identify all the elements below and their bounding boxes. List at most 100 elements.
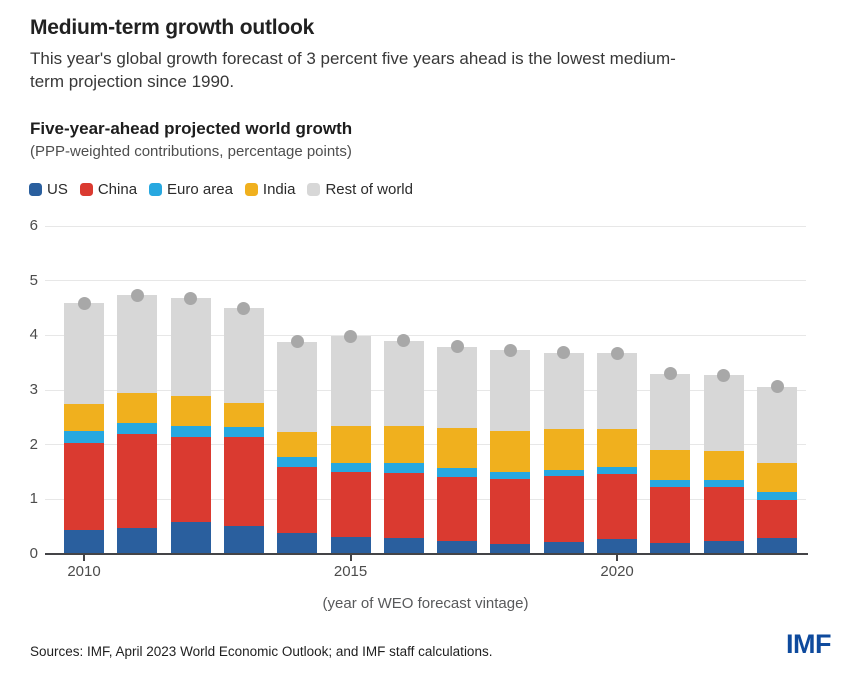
bar-segment-india-2013 xyxy=(223,403,264,427)
bar-segment-euro-area-2010 xyxy=(64,431,104,444)
bar-segment-china-2015 xyxy=(330,472,371,538)
x-axis-line xyxy=(45,552,808,555)
legend-item-india: India xyxy=(244,181,296,198)
bar-segment-india-2011 xyxy=(117,392,158,423)
legend-item-euro-area: Euro area xyxy=(149,181,233,198)
total-dot-2014 xyxy=(290,335,304,349)
bar-segment-us-2017 xyxy=(437,540,478,554)
bar-segment-us-2018 xyxy=(490,544,531,554)
bar-segment-rest-of-world-2021 xyxy=(650,373,691,450)
bar-segment-rest-of-world-2018 xyxy=(490,350,531,431)
bar-segment-euro-area-2018 xyxy=(490,472,531,480)
bar-segment-us-2012 xyxy=(170,521,211,554)
bar-segment-euro-area-2016 xyxy=(383,463,424,474)
bar-segment-india-2012 xyxy=(170,396,211,426)
bar-segment-euro-area-2019 xyxy=(543,469,584,476)
bar-segment-china-2017 xyxy=(437,476,478,541)
bar-segment-china-2012 xyxy=(170,437,211,522)
x-axis-tick-2010 xyxy=(83,555,85,561)
page-title: Medium-term growth outlook xyxy=(30,16,315,39)
bar-segment-china-2010 xyxy=(64,443,104,531)
bar-segment-india-2014 xyxy=(277,431,318,458)
y-axis-label-2: 2 xyxy=(29,435,38,453)
bar-segment-us-2016 xyxy=(383,538,424,554)
bar-segment-rest-of-world-2017 xyxy=(437,346,478,429)
legend-label: China xyxy=(97,181,138,198)
bar-segment-euro-area-2022 xyxy=(703,479,744,487)
bar-segment-euro-area-2015 xyxy=(330,462,371,472)
bar-segment-china-2023 xyxy=(757,500,798,538)
bar-segment-rest-of-world-2013 xyxy=(223,308,264,404)
page-subtitle: This year's global growth forecast of 3 … xyxy=(30,47,676,93)
bar-segment-rest-of-world-2012 xyxy=(170,298,211,396)
gridline-y-2 xyxy=(45,444,806,446)
bar-segment-india-2023 xyxy=(757,462,798,492)
x-axis-tick-2020 xyxy=(616,555,619,561)
legend-label: India xyxy=(262,181,296,198)
bar-segment-us-2014 xyxy=(277,532,318,554)
gridline-y-4 xyxy=(45,334,806,336)
bar-segment-rest-of-world-2023 xyxy=(757,386,798,463)
gridline-y-1 xyxy=(45,498,806,500)
bar-segment-euro-area-2012 xyxy=(170,425,211,437)
legend-item-us: US xyxy=(29,181,68,198)
total-dot-2016 xyxy=(397,334,411,348)
bar-segment-china-2013 xyxy=(223,437,264,526)
bar-segment-india-2018 xyxy=(490,431,531,472)
bar-segment-us-2021 xyxy=(650,542,691,554)
bar-segment-india-2020 xyxy=(597,428,638,467)
y-axis-label-6: 6 xyxy=(29,217,38,234)
bar-segment-india-2010 xyxy=(64,404,104,431)
bar-segment-india-2016 xyxy=(383,426,424,464)
bar-segment-euro-area-2020 xyxy=(597,466,638,474)
bar-segment-us-2022 xyxy=(703,541,744,554)
bar-segment-euro-area-2017 xyxy=(437,468,478,477)
legend-item-china: China xyxy=(79,181,138,198)
gridline-y-3 xyxy=(45,389,806,391)
total-dot-2010 xyxy=(77,296,91,310)
legend-swatch-icon xyxy=(149,183,163,196)
gridline-y-6 xyxy=(45,225,806,227)
bar-segment-us-2010 xyxy=(64,530,104,554)
bar-segment-us-2023 xyxy=(757,537,798,554)
y-axis-label-0: 0 xyxy=(29,545,38,562)
page-subtitle-line-2: term projection since 1990. xyxy=(30,72,235,91)
bar-segment-us-2015 xyxy=(330,537,371,554)
bar-segment-rest-of-world-2016 xyxy=(383,340,424,427)
total-dot-2012 xyxy=(184,291,198,305)
total-dot-2013 xyxy=(237,301,251,315)
x-axis-label-2010: 2010 xyxy=(67,563,101,580)
legend-swatch-icon xyxy=(79,183,93,196)
bar-segment-india-2015 xyxy=(330,426,371,463)
bar-segment-rest-of-world-2020 xyxy=(597,353,638,429)
y-axis-label-3: 3 xyxy=(29,381,38,398)
y-axis-label-5: 5 xyxy=(29,271,38,289)
legend-item-rest-of-world: Rest of world xyxy=(307,181,413,198)
x-axis-label-2020: 2020 xyxy=(600,563,634,580)
chart-subtitle: (PPP-weighted contributions, percentage … xyxy=(30,143,352,160)
y-axis-label-4: 4 xyxy=(29,326,38,344)
bar-segment-china-2021 xyxy=(650,486,691,543)
bar-segment-us-2013 xyxy=(223,525,264,554)
bar-segment-india-2021 xyxy=(650,449,691,480)
bar-segment-rest-of-world-2011 xyxy=(117,295,158,393)
total-dot-2011 xyxy=(130,288,144,302)
bar-segment-rest-of-world-2022 xyxy=(703,375,744,451)
bar-segment-us-2020 xyxy=(597,538,638,554)
bar-segment-euro-area-2023 xyxy=(757,491,798,501)
x-axis-tick-2015 xyxy=(349,555,352,561)
total-dot-2020 xyxy=(610,346,624,360)
chart-legend: US China Euro area India Rest of world xyxy=(29,181,413,198)
x-axis-label-2015: 2015 xyxy=(333,563,368,580)
bar-segment-rest-of-world-2014 xyxy=(277,341,318,432)
total-dot-2023 xyxy=(770,380,784,394)
total-dot-2019 xyxy=(557,346,571,360)
bar-segment-china-2018 xyxy=(490,479,531,545)
total-dot-2021 xyxy=(663,367,677,381)
bar-segment-rest-of-world-2010 xyxy=(64,303,104,405)
bar-segment-india-2019 xyxy=(543,428,584,470)
bar-segment-china-2014 xyxy=(277,466,318,533)
bar-segment-rest-of-world-2015 xyxy=(330,336,371,427)
bar-segment-china-2022 xyxy=(703,486,744,542)
bar-segment-us-2011 xyxy=(117,527,158,554)
